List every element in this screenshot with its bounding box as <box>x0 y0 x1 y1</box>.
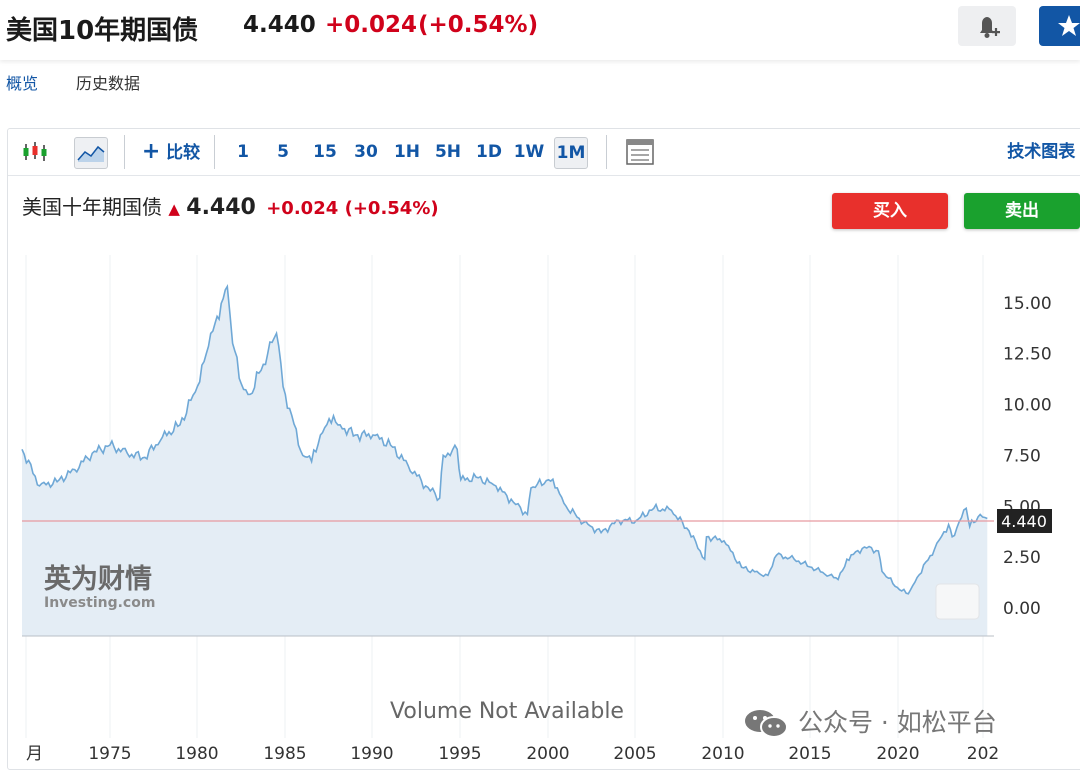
x-tick-label: 1990 <box>350 744 393 763</box>
x-tick-label: 1975 <box>88 744 131 763</box>
bell-plus-icon <box>980 17 1000 38</box>
chart-price-change: +0.024 <box>266 198 339 219</box>
chart-last-price: 4.440 <box>186 195 256 220</box>
timeframe-5h[interactable]: 5H <box>434 142 462 162</box>
add-alert-button[interactable] <box>958 6 1016 46</box>
star-icon <box>1058 15 1080 36</box>
wechat-watermark: 公众号 · 如松平台 <box>742 703 997 741</box>
quote-header: 美国10年期国债 4.440 +0.024 (+0.54%) <box>0 0 1080 60</box>
y-tick-label: 15.00 <box>1003 294 1052 314</box>
last-price: 4.440 <box>243 12 316 38</box>
x-tick-label: 202 <box>967 744 999 763</box>
sell-button[interactable]: 卖出 <box>964 193 1080 229</box>
price-change: +0.024 <box>325 12 418 38</box>
x-tick-label: 1980 <box>175 744 218 763</box>
x-tick-label: 1995 <box>438 744 481 763</box>
watermark-text: 公众号 · 如松平台 <box>797 708 997 737</box>
tab-overview[interactable]: 概览 <box>6 74 39 93</box>
area-chart-icon <box>77 145 105 162</box>
timeframe-5[interactable]: 5 <box>277 142 289 162</box>
x-tick-label: 2020 <box>876 744 919 763</box>
y-tick-label: 7.50 <box>1003 446 1041 466</box>
toolbar-divider <box>124 135 125 169</box>
add-watchlist-button[interactable] <box>1039 6 1080 46</box>
chart-toolbar: + 比较 1 5 15 30 1H 5H 1D 1W 1M 技术图表 › <box>8 129 1080 176</box>
chart-price-change-percent: (+0.54%) <box>344 198 439 219</box>
x-tick-label: 2010 <box>701 744 744 763</box>
technical-chart-label: 技术图表 <box>1007 142 1076 162</box>
plus-icon: + <box>141 139 161 164</box>
x-tick-label: 月 <box>26 744 43 763</box>
chart-settings-button[interactable] <box>624 137 656 167</box>
price-line <box>21 284 988 595</box>
timeframe-1h[interactable]: 1H <box>393 142 421 162</box>
toolbar-divider <box>214 135 215 169</box>
timeframe-1w[interactable]: 1W <box>513 142 545 162</box>
instrument-title: 美国10年期国债 <box>6 16 199 46</box>
chart-widget-box[interactable] <box>935 583 980 620</box>
x-tick-label: 2000 <box>526 744 569 763</box>
y-tick-label: 12.50 <box>1003 345 1052 365</box>
current-price-text: 4.440 <box>1001 512 1047 531</box>
area-chart-button[interactable] <box>74 137 108 169</box>
timeframe-30[interactable]: 30 <box>354 142 378 162</box>
current-price-label: 4.440 <box>997 509 1052 533</box>
x-tick-label: 2005 <box>613 744 656 763</box>
candlestick-chart-button[interactable] <box>20 137 52 167</box>
logo-en-text: Investing.com <box>44 595 155 611</box>
buy-button[interactable]: 买入 <box>832 193 948 229</box>
y-tick-label: 0.00 <box>1003 599 1041 619</box>
technical-chart-link[interactable]: 技术图表 › <box>1007 137 1080 167</box>
wechat-icon <box>745 710 788 738</box>
volume-not-available: Volume Not Available <box>390 699 624 724</box>
panel-layout-icon <box>626 139 654 165</box>
compare-label: 比较 <box>166 143 201 163</box>
toolbar-divider <box>606 135 607 169</box>
price-area <box>22 286 988 636</box>
timeframe-1m[interactable]: 1M <box>554 137 588 169</box>
y-tick-label: 2.50 <box>1003 548 1041 568</box>
logo-cn-text: 英为财情 <box>44 564 152 595</box>
tab-historical-data[interactable]: 历史数据 <box>76 74 141 93</box>
investing-logo: 英为财情 Investing.com <box>44 564 155 611</box>
timeframe-1d[interactable]: 1D <box>476 142 502 162</box>
x-tick-label: 2015 <box>788 744 831 763</box>
compare-button[interactable]: + 比较 <box>138 137 204 167</box>
price-change-percent: (+0.54%) <box>418 12 539 38</box>
chart-quote-header: 美国十年期国债 ▲ 4.440 +0.024 (+0.54%) <box>22 191 439 220</box>
arrow-up-icon: ▲ <box>168 200 180 218</box>
chart-instrument-name: 美国十年期国债 <box>22 195 162 219</box>
timeframe-1[interactable]: 1 <box>237 142 249 162</box>
timeframe-15[interactable]: 15 <box>313 142 337 162</box>
y-tick-label: 10.00 <box>1003 396 1052 416</box>
x-tick-label: 1985 <box>263 744 306 763</box>
candlestick-icon <box>23 142 47 161</box>
